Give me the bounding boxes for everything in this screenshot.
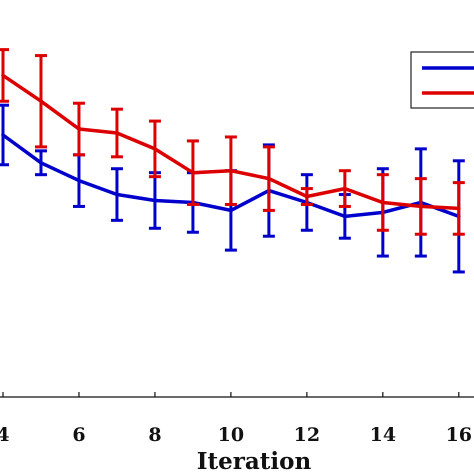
plot-area (0, 48, 465, 274)
x-tick-label: 4 (0, 424, 10, 446)
x-axis-label: Iteration (197, 448, 312, 474)
x-tick-label: 8 (148, 424, 161, 446)
data-point (115, 192, 119, 197)
data-point (305, 194, 309, 199)
data-point (343, 214, 347, 219)
x-tick-label: 6 (72, 424, 85, 446)
data-point (1, 133, 5, 137)
data-point (77, 178, 81, 183)
data-point (229, 168, 233, 173)
data-point (39, 99, 43, 104)
data-point (39, 160, 43, 165)
series-2 (0, 48, 465, 236)
legend (410, 51, 474, 109)
data-point (77, 127, 81, 131)
data-point (343, 186, 347, 191)
data-point (419, 204, 423, 209)
x-tick-label: 14 (370, 424, 396, 446)
legend-box (410, 51, 474, 109)
x-tick-label: 10 (218, 424, 244, 446)
data-point (115, 131, 119, 135)
axes: 4 6 8 10 12 14 16 (0, 392, 474, 446)
data-point (229, 208, 233, 213)
data-point (153, 147, 157, 151)
data-point (457, 206, 461, 211)
x-tick-label: 12 (294, 424, 320, 446)
data-point (267, 176, 271, 181)
data-point (191, 170, 195, 175)
x-tick-label: 16 (446, 424, 472, 446)
data-point (153, 198, 157, 203)
data-point (1, 73, 5, 78)
data-point (381, 200, 385, 205)
